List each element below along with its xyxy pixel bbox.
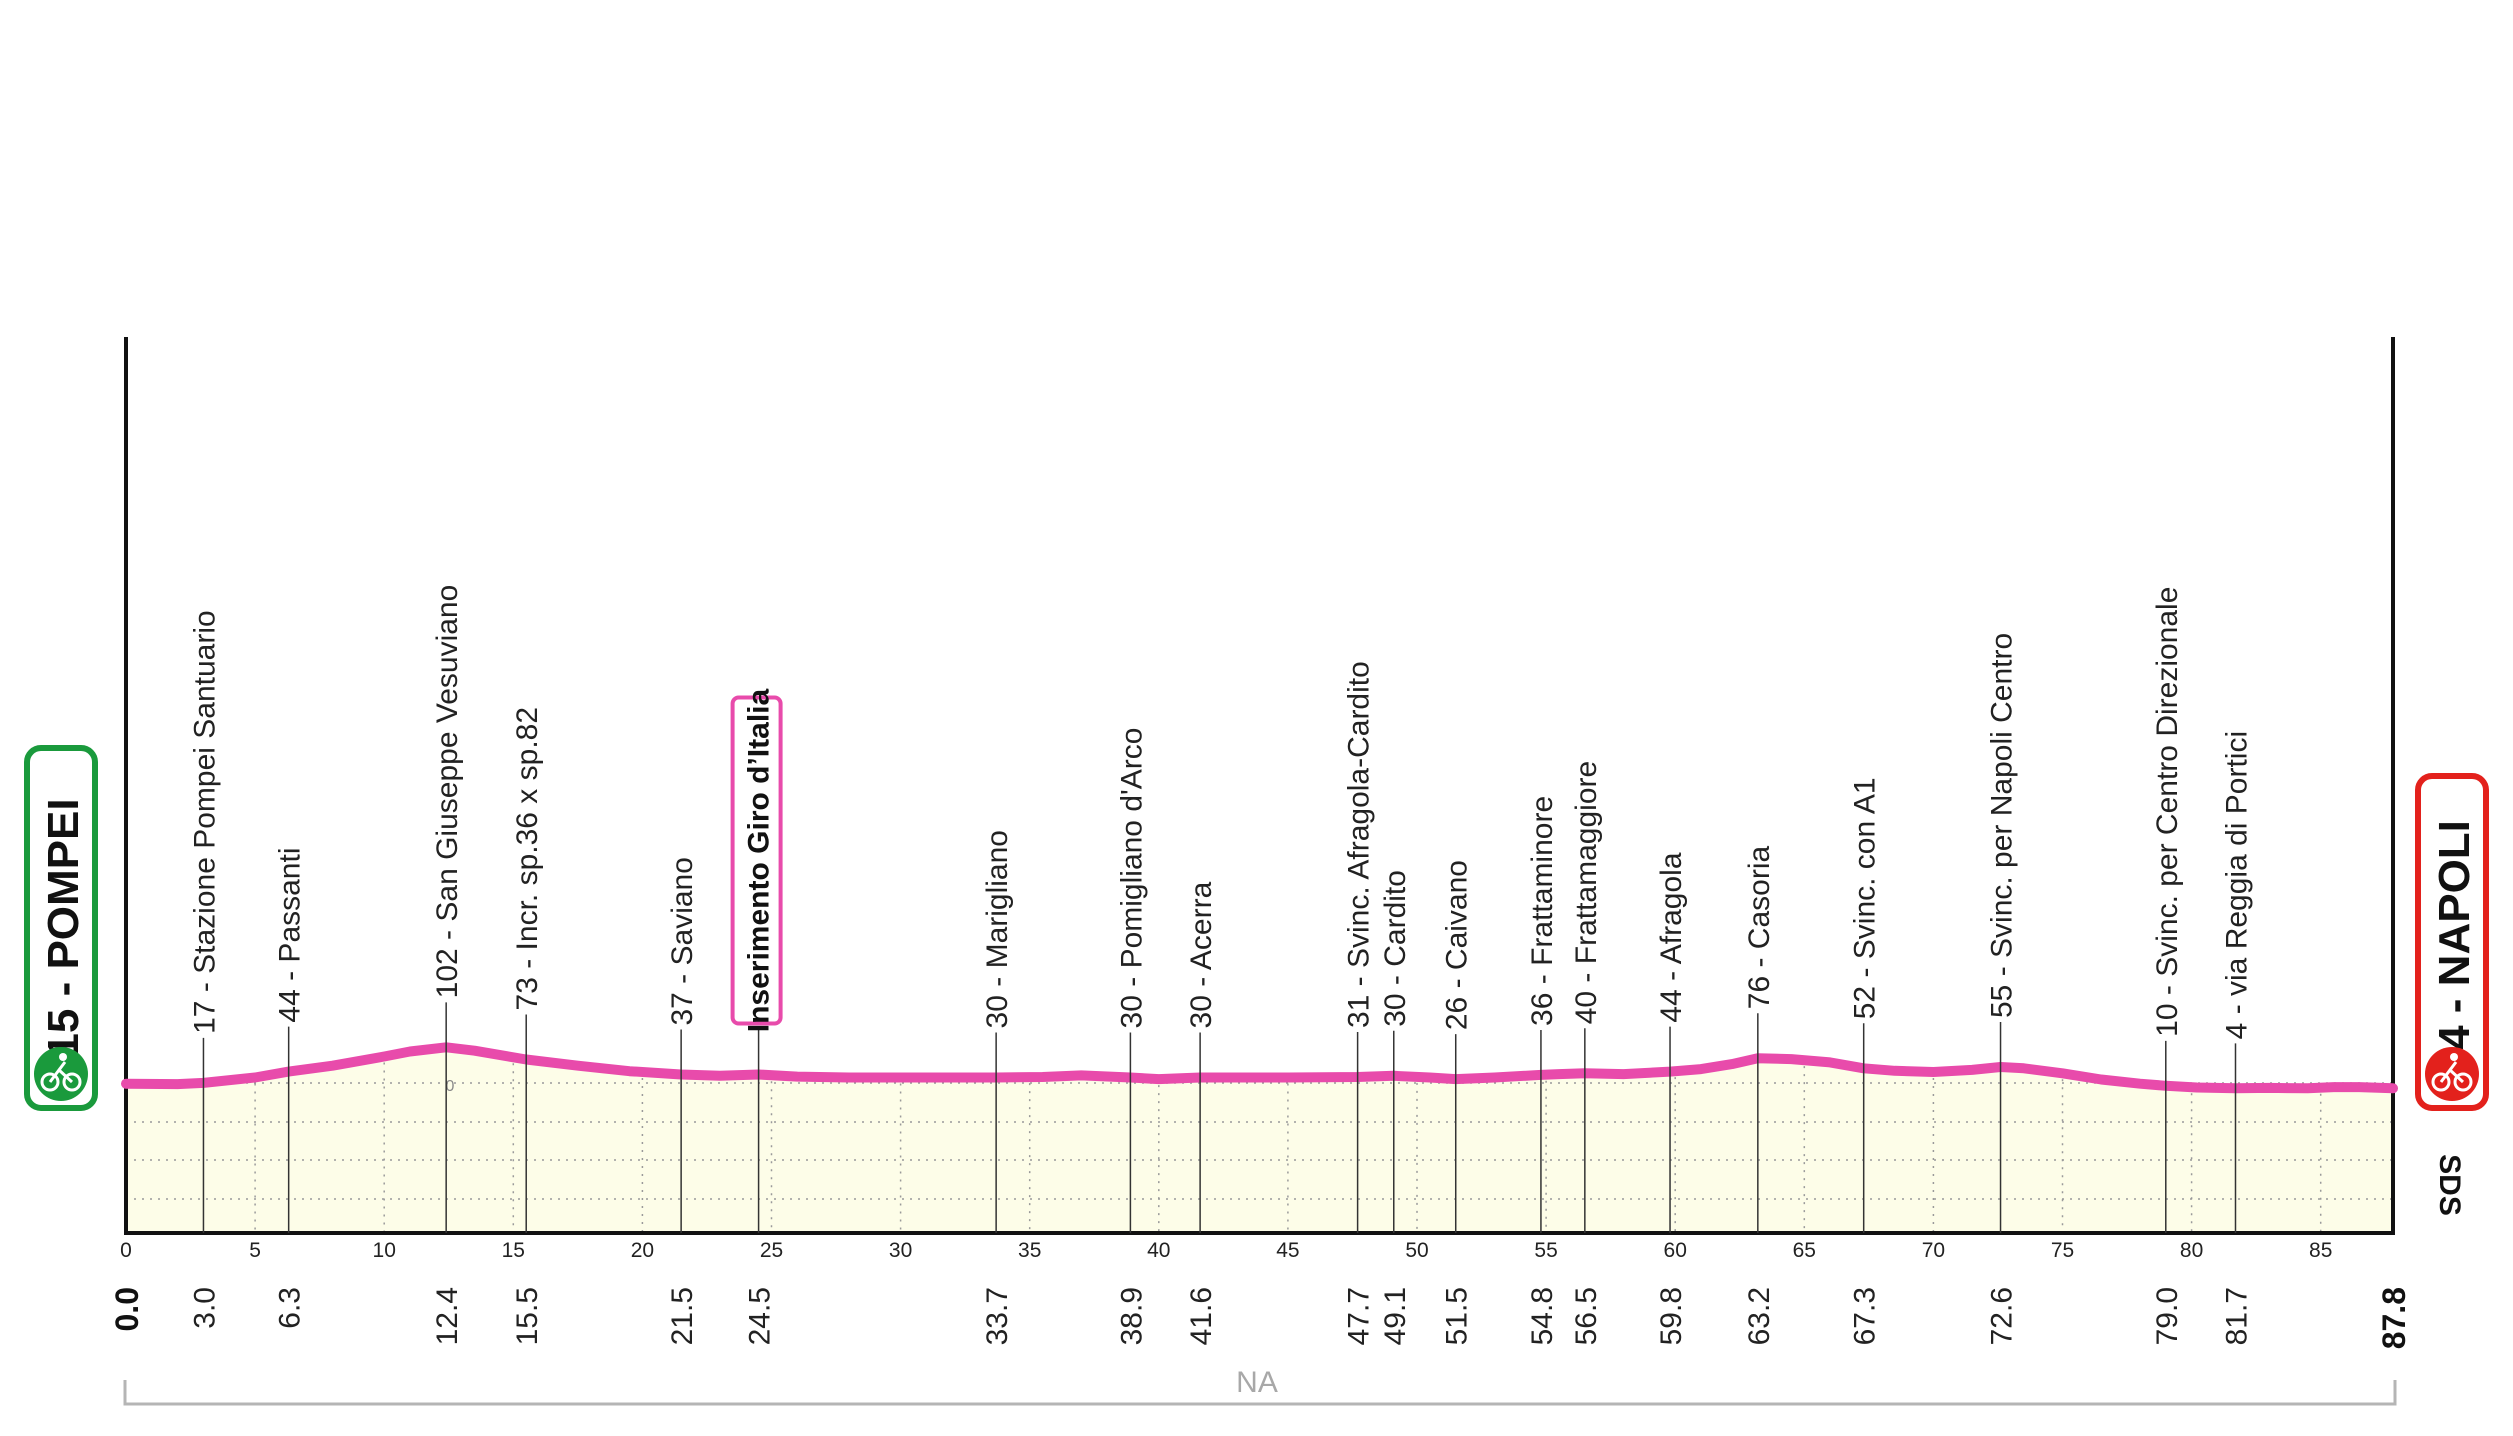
waypoint-km-label: 21.5 [666, 1287, 699, 1345]
waypoint-label: 102 - San Giuseppe Vesuviano [431, 585, 464, 999]
waypoint-label: 4 - via Reggia di Portici [2220, 731, 2253, 1039]
waypoint-label: 52 - Svinc. con A1 [1849, 777, 1882, 1019]
waypoint-label: 17 - Stazione Pompei Santuario [188, 610, 221, 1034]
waypoint-label: 44 - Passanti [274, 848, 307, 1023]
waypoint-km-label: 38.9 [1115, 1287, 1148, 1345]
finish-cyclist-icon [2425, 1047, 2479, 1101]
start-cyclist-icon [34, 1047, 88, 1101]
x-tick-label: 55 [1534, 1239, 1557, 1262]
waypoint-km-label: 67.3 [1849, 1287, 1882, 1345]
profile-line [121, 1042, 2398, 1094]
waypoint-label: 30 - Acerra [1185, 881, 1218, 1028]
waypoint-km-label: 79.0 [2151, 1287, 2184, 1345]
waypoint-label: 44 - Afragola [1655, 852, 1688, 1022]
sponsor-mark: SDS [2433, 1154, 2466, 1216]
y-tick-label: 0 [446, 1078, 455, 1095]
x-tick-label: 20 [631, 1239, 654, 1262]
waypoint-label-highlight: Inserimento Giro d’Italia [743, 689, 776, 1033]
start-km-label: 0.0 [109, 1287, 145, 1331]
waypoint-km-label: 81.7 [2220, 1287, 2253, 1345]
waypoint-km-label: 47.7 [1343, 1287, 1376, 1345]
x-tick-label: 85 [2309, 1239, 2332, 1262]
grid: 0 [126, 1062, 2393, 1233]
waypoint-label: 30 - Pomigliano d'Arco [1115, 728, 1148, 1029]
x-tick-label: 15 [502, 1239, 525, 1262]
region-label: NA [1236, 1366, 1278, 1399]
start-banner: 15 - POMPEI [24, 745, 98, 1111]
start-banner-box [24, 745, 98, 1111]
x-tick-label: 80 [2180, 1239, 2203, 1262]
waypoint-label: 55 - Svinc. per Napoli Centro [1986, 633, 2019, 1018]
waypoint-km-label: 12.4 [431, 1287, 464, 1345]
waypoint-km-label: 3.0 [188, 1287, 221, 1329]
x-tick-label: 75 [2051, 1239, 2074, 1262]
waypoint-km-labels: 3.0 6.3 12.4 15.5 21.5 24.5 33.7 38.9 41.6 47.7 49… [109, 1287, 2412, 1349]
x-tick-label: 10 [373, 1239, 396, 1262]
waypoint-km-label: 54.8 [1526, 1287, 1559, 1345]
waypoint-label: 36 - Frattaminore [1526, 796, 1559, 1026]
x-tick-label: 0 [120, 1239, 132, 1262]
waypoint-label: 73 - Incr. sp.36 x sp.82 [511, 707, 544, 1011]
profile-line-group [121, 1042, 2398, 1094]
x-tick-label: 25 [760, 1239, 783, 1262]
finish-banner-box [2415, 773, 2489, 1111]
waypoint-km-label: 59.8 [1655, 1287, 1688, 1345]
waypoint-km-label: 63.2 [1743, 1287, 1776, 1345]
finish-label: 4 - NAPOLI [2430, 820, 2479, 1050]
waypoint-label: 37 - Saviano [666, 857, 699, 1025]
x-tick-label: 50 [1405, 1239, 1428, 1262]
waypoint-km-label: 33.7 [981, 1287, 1014, 1345]
waypoint-label: 40 - Frattamaggiore [1570, 761, 1603, 1024]
x-tick-labels: 0 5 10 15 20 25 30 35 40 45 50 55 60 65 70 75 80 85 [120, 1239, 2332, 1262]
x-tick-label: 40 [1147, 1239, 1170, 1262]
x-tick-label: 5 [249, 1239, 261, 1262]
waypoint-label: 10 - Svinc. per Centro Direzionale [2151, 587, 2184, 1037]
waypoint-label: 31 - Svinc. Afragola-Cardito [1343, 661, 1376, 1028]
x-tick-label: 65 [1793, 1239, 1816, 1262]
waypoint-km-label: 51.5 [1441, 1287, 1474, 1345]
finish-km-label: 87.8 [2376, 1287, 2412, 1349]
waypoint-km-label: 41.6 [1185, 1287, 1218, 1345]
waypoints: 17 - Stazione Pompei Santuario 44 - Passa… [188, 585, 2253, 1233]
x-tick-label: 35 [1018, 1239, 1041, 1262]
waypoint-km-label: 15.5 [511, 1287, 544, 1345]
region-bracket: NA [123, 1366, 2397, 1406]
start-label: 15 - POMPEI [39, 798, 88, 1057]
waypoint-label: 30 - Cardito [1379, 870, 1412, 1027]
highlight-label-box: Inserimento Giro d’Italia [730, 689, 783, 1033]
x-tick-label: 30 [889, 1239, 912, 1262]
waypoint-km-label: 56.5 [1570, 1287, 1603, 1345]
waypoint-label: 26 - Caivano [1441, 860, 1474, 1030]
waypoint-km-label: 24.5 [744, 1287, 777, 1345]
finish-banner: 4 - NAPOLI [2415, 773, 2489, 1111]
waypoint-label: 30 - Marigliano [981, 830, 1014, 1028]
profile-area [126, 1047, 2393, 1233]
x-tick-label: 60 [1664, 1239, 1687, 1262]
waypoint-km-label: 49.1 [1379, 1287, 1412, 1345]
waypoint-km-label: 72.6 [1986, 1287, 2019, 1345]
waypoint-km-label: 6.3 [274, 1287, 307, 1329]
x-tick-label: 70 [1922, 1239, 1945, 1262]
x-tick-label: 45 [1276, 1239, 1299, 1262]
highlight-frame [730, 695, 783, 1026]
profile-fill [126, 1047, 2393, 1233]
waypoint-label: 76 - Casoria [1743, 845, 1776, 1009]
